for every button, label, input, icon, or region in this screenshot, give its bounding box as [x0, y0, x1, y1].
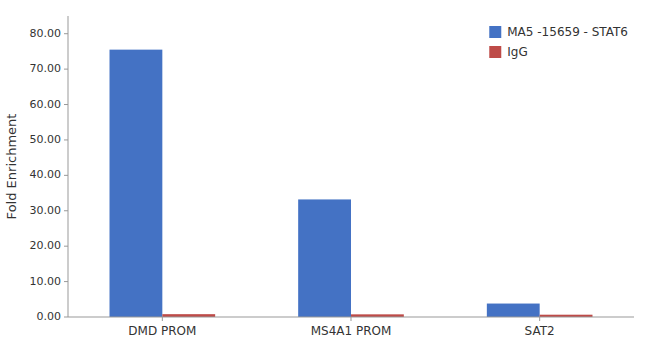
- y-tick-label: 30.00: [30, 204, 62, 217]
- bar: [298, 199, 351, 317]
- x-tick: [539, 317, 540, 321]
- y-tick: [64, 69, 68, 70]
- x-tick-label: DMD PROM: [128, 324, 196, 338]
- x-tick-label: SAT2: [525, 324, 555, 338]
- y-axis-label: Fold Enrichment: [4, 114, 19, 220]
- y-tick-label: 50.00: [30, 133, 62, 146]
- y-tick: [64, 317, 68, 318]
- y-axis-line: [68, 16, 69, 317]
- y-tick: [64, 281, 68, 282]
- y-tick-label: 10.00: [30, 275, 62, 288]
- y-tick: [64, 210, 68, 211]
- y-tick: [64, 139, 68, 140]
- bar: [110, 50, 163, 317]
- legend-swatch: [489, 26, 501, 38]
- x-tick-label: MS4A1 PROM: [311, 324, 392, 338]
- y-tick: [64, 246, 68, 247]
- y-tick-label: 80.00: [30, 27, 62, 40]
- chart: 0.00 10.00 20.00 30.00 40.00 50.00 60.00 70.00 8…: [0, 0, 650, 357]
- legend-label: IgG: [507, 45, 527, 59]
- legend: MA5 -15659 - STAT6 IgG: [489, 25, 628, 59]
- y-tick: [64, 104, 68, 105]
- bars: [110, 50, 593, 317]
- legend-label: MA5 -15659 - STAT6: [507, 25, 628, 39]
- y-tick-label: 70.00: [30, 62, 62, 75]
- y-tick-label: 0.00: [37, 310, 62, 323]
- y-tick: [64, 175, 68, 176]
- x-tick: [162, 317, 163, 321]
- y-tick-label: 60.00: [30, 98, 62, 111]
- y-tick-label: 20.00: [30, 239, 62, 252]
- y-tick: [64, 33, 68, 34]
- legend-swatch: [489, 46, 501, 58]
- bar: [487, 304, 540, 317]
- y-tick-label: 40.00: [30, 168, 62, 181]
- x-tick: [351, 317, 352, 321]
